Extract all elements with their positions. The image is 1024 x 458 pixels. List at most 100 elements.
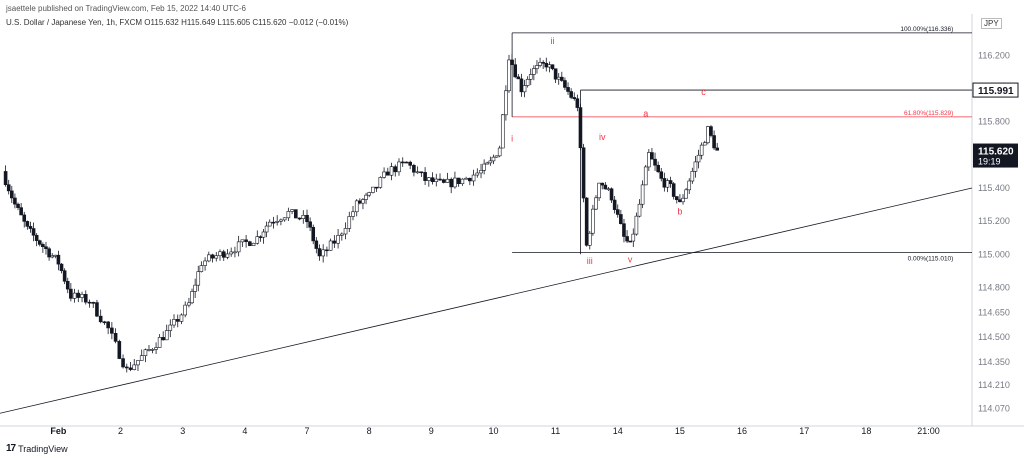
candle-down (584, 197, 589, 246)
candle-up (275, 220, 279, 223)
candle-down (609, 188, 614, 201)
candle-up (631, 233, 636, 242)
candle-up (150, 349, 155, 351)
candle-up (547, 64, 552, 68)
candle-down (91, 302, 96, 304)
candle-down (468, 177, 472, 182)
candle-up (183, 304, 188, 316)
currency-label[interactable]: JPY (981, 18, 1002, 29)
candle-up (665, 180, 670, 188)
candle-up (321, 249, 325, 257)
candle-up (637, 203, 642, 217)
candle-down (314, 240, 319, 249)
candle-up (218, 251, 222, 257)
symbol-legend: U.S. Dollar / Japanese Yen, 1h, FXCM O11… (6, 18, 349, 27)
candle-up (164, 330, 169, 341)
candle-down (308, 221, 312, 228)
candle-down (438, 178, 442, 181)
candle-down (124, 366, 129, 369)
candle-up (378, 177, 383, 188)
candle-up (139, 355, 144, 361)
candle-up (699, 144, 704, 156)
candle-up (354, 200, 359, 213)
candle-up (453, 177, 457, 188)
candle-down (56, 254, 61, 265)
x-tick-label: 4 (242, 426, 247, 436)
tradingview-footer[interactable]: 17 TradingView (6, 443, 68, 454)
candle-down (600, 182, 605, 186)
candle-up (199, 265, 204, 272)
candle-down (622, 223, 626, 237)
candle-down (662, 178, 667, 188)
wave-label: ii (550, 36, 554, 46)
candle-down (656, 164, 660, 173)
candle-down (653, 158, 657, 166)
candle-down (441, 179, 446, 183)
candle-down (550, 64, 555, 70)
candle-up (643, 166, 648, 186)
y-tick-label: 114.800 (978, 282, 1010, 292)
candle-up (336, 235, 340, 244)
candle-down (34, 234, 39, 241)
candle-down (19, 207, 23, 216)
candle-up (264, 225, 269, 233)
candle-up (301, 214, 306, 219)
candle-down (712, 135, 716, 149)
candle-up (591, 208, 595, 234)
candle-up (132, 364, 137, 370)
candle-up (50, 255, 55, 258)
candle-up (507, 59, 511, 92)
candle-up (497, 147, 502, 157)
candle-down (423, 172, 427, 181)
candle-down (95, 302, 99, 317)
candle-down (563, 80, 567, 88)
price-label-box (972, 82, 1019, 98)
candle-up (532, 68, 536, 75)
y-tick-label: 115.000 (978, 249, 1010, 259)
candle-down (113, 333, 118, 342)
x-tick-label: 9 (429, 426, 434, 436)
candle-up (187, 302, 191, 306)
candle-down (386, 171, 390, 176)
candle-up (267, 221, 272, 227)
candle-up (168, 324, 173, 331)
candle-down (69, 288, 73, 299)
candle-up (538, 62, 542, 66)
candle-down (400, 161, 405, 164)
candle-down (305, 214, 309, 223)
candle-up (279, 219, 283, 222)
candle-up (343, 228, 348, 235)
candle-up (364, 194, 368, 200)
candle-up (464, 177, 468, 180)
candle-up (528, 74, 533, 80)
candle-up (382, 171, 386, 178)
candle-down (581, 147, 586, 199)
candle-up (702, 142, 707, 146)
candle-down (709, 126, 713, 136)
candle-down (560, 76, 564, 81)
candle-down (16, 203, 20, 208)
candle-down (456, 177, 461, 185)
candle-up (690, 171, 695, 182)
candle-down (393, 166, 398, 173)
candle-up (136, 360, 140, 366)
candle-up (479, 170, 483, 174)
candle-down (41, 244, 45, 248)
candle-down (161, 337, 165, 341)
candle-up (482, 163, 486, 171)
y-tick-label: 114.500 (978, 332, 1010, 342)
candle-down (271, 221, 276, 224)
fib-level-label: 0.00%(115.010) (908, 256, 954, 263)
candle-up (179, 314, 184, 322)
publisher-line: jsaettele published on TradingView.com, … (6, 4, 246, 13)
candle-down (311, 226, 316, 242)
candle-down (128, 367, 133, 370)
candle-up (53, 254, 58, 257)
candle-up (347, 216, 352, 229)
current-price-label: 115.620 (978, 147, 1014, 158)
candle-down (258, 236, 263, 238)
wave-label: iv (599, 132, 606, 142)
candle-down (374, 186, 379, 189)
tradingview-brand: TradingView (18, 443, 68, 454)
